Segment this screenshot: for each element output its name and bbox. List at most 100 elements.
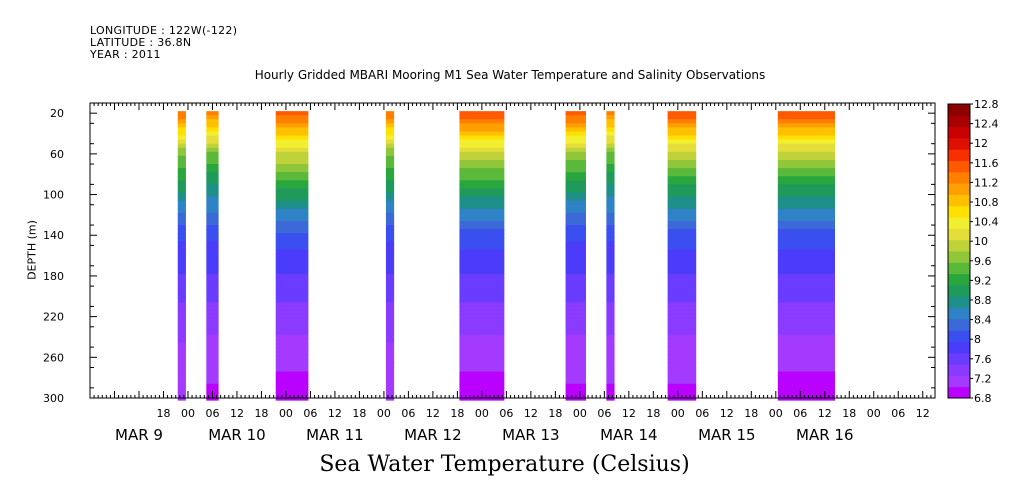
data-cell: [606, 375, 615, 381]
x-day-label: MAR 10: [208, 426, 265, 444]
data-cell: [667, 334, 697, 340]
data-cell: [459, 229, 505, 234]
data-cell: [777, 273, 835, 279]
data-cell: [206, 208, 219, 214]
x-hour-label: 00: [671, 407, 685, 420]
colorbar-label: 12.8: [974, 98, 999, 111]
data-cell: [459, 351, 505, 356]
data-cell: [385, 383, 395, 389]
data-cell: [206, 115, 219, 120]
data-cell: [606, 245, 615, 251]
data-cell: [459, 184, 505, 190]
data-cell: [275, 351, 309, 356]
colorbar-swatch: [948, 296, 970, 309]
data-cell: [606, 269, 615, 275]
data-cell: [565, 286, 586, 291]
data-cell: [385, 318, 395, 324]
data-cell: [777, 188, 835, 194]
data-cell: [177, 208, 186, 214]
data-cell: [459, 261, 505, 267]
data-cell: [565, 212, 586, 218]
data-cell: [206, 184, 219, 190]
data-cell: [206, 334, 219, 340]
data-cell: [459, 249, 505, 255]
data-cell: [206, 249, 219, 255]
data-cell: [565, 371, 586, 377]
data-cell: [777, 225, 835, 230]
data-cell: [275, 184, 309, 190]
data-cell: [606, 225, 615, 230]
x-hour-label: 00: [377, 407, 391, 420]
data-cell: [206, 277, 219, 283]
data-cell: [606, 172, 615, 177]
data-cell: [606, 253, 615, 259]
data-cell: [606, 355, 615, 360]
data-cell: [777, 330, 835, 336]
data-cell: [777, 343, 835, 348]
data-cell: [606, 302, 615, 308]
data-cell: [667, 127, 697, 133]
data-cell: [206, 261, 219, 267]
y-tick-label: 140: [43, 229, 64, 242]
data-cell: [275, 282, 309, 287]
data-cell: [459, 139, 505, 145]
data-cell: [565, 261, 586, 267]
data-cell: [777, 314, 835, 320]
data-cell: [385, 302, 395, 308]
data-cell: [206, 212, 219, 218]
data-cell: [667, 371, 697, 377]
data-cell: [606, 192, 615, 198]
data-cell: [275, 204, 309, 210]
data-cell: [459, 115, 505, 120]
data-cell: [667, 314, 697, 320]
data-cell: [385, 265, 395, 271]
data-cell: [606, 159, 615, 165]
data-cell: [565, 339, 586, 344]
colorbar-label: 8.4: [974, 314, 992, 327]
data-cell: [777, 159, 835, 165]
data-cell: [606, 359, 615, 365]
data-cell: [606, 249, 615, 255]
data-cell: [667, 131, 697, 137]
x-day-label: MAR 14: [600, 426, 657, 444]
data-cell: [667, 391, 697, 397]
colorbar-swatch: [948, 183, 970, 195]
data-cell: [565, 257, 586, 263]
data-cell: [385, 391, 395, 397]
data-cell: [275, 355, 309, 360]
data-cell: [275, 387, 309, 393]
x-day-label: MAR 12: [404, 426, 461, 444]
data-cell: [206, 127, 219, 133]
colorbar-swatch: [948, 194, 970, 207]
x-hour-label: 12: [622, 407, 636, 420]
data-cell: [177, 115, 186, 120]
data-cell: [177, 387, 186, 393]
data-cell: [667, 387, 697, 393]
data-cell: [777, 347, 835, 352]
data-cell: [565, 318, 586, 324]
data-cell: [385, 334, 395, 340]
data-cell: [177, 200, 186, 206]
colorbar-swatch: [948, 115, 970, 128]
data-cell: [177, 249, 186, 255]
data-cell: [385, 339, 395, 344]
data-cell: [777, 204, 835, 210]
data-cell: [275, 379, 309, 385]
data-cell: [565, 367, 586, 373]
data-cell: [206, 371, 219, 377]
data-cell: [385, 245, 395, 251]
data-cell: [606, 111, 615, 116]
data-cell: [459, 188, 505, 194]
data-cell: [206, 192, 219, 198]
colorbar-swatch: [948, 262, 970, 275]
data-cell: [385, 253, 395, 259]
data-cell: [385, 159, 395, 165]
data-cell: [565, 245, 586, 251]
data-cell: [177, 375, 186, 381]
data-cell: [206, 188, 219, 194]
data-cell: [459, 168, 505, 173]
data-cell: [606, 115, 615, 120]
data-cell: [606, 135, 615, 141]
data-cell: [275, 135, 309, 141]
data-cell: [667, 261, 697, 267]
